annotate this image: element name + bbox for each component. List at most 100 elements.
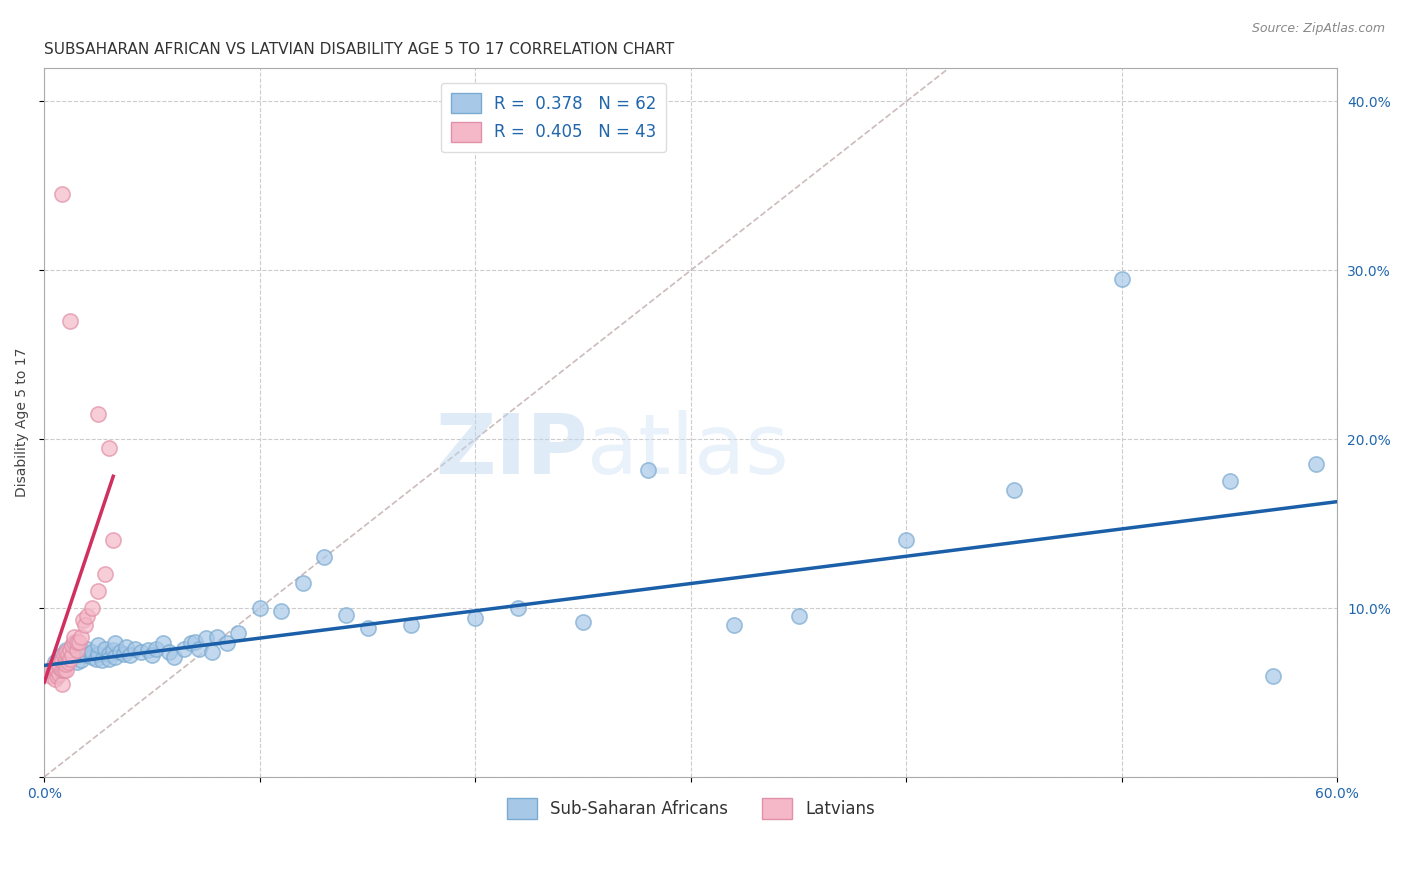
Point — [51, 677, 73, 691]
Point — [60, 638, 83, 652]
Point — [59, 643, 82, 657]
Point — [249, 601, 271, 615]
Point — [55, 643, 77, 657]
Point — [188, 641, 211, 656]
Point — [201, 645, 224, 659]
Text: atlas: atlas — [588, 410, 789, 491]
Point — [87, 647, 110, 661]
Point — [226, 626, 249, 640]
Point — [91, 653, 114, 667]
Point — [108, 645, 131, 659]
Point — [103, 533, 125, 548]
Point — [65, 634, 87, 648]
Point — [896, 533, 918, 548]
Point — [80, 601, 103, 615]
Point — [104, 650, 127, 665]
Point — [1305, 458, 1327, 472]
Point — [1002, 483, 1025, 497]
Point — [145, 641, 167, 656]
Point — [162, 650, 184, 665]
Point — [63, 634, 86, 648]
Point — [55, 645, 77, 659]
Point — [59, 651, 82, 665]
Point — [97, 647, 120, 661]
Point — [65, 655, 87, 669]
Point — [44, 655, 66, 669]
Point — [51, 664, 73, 678]
Point — [173, 641, 195, 656]
Point — [76, 641, 98, 656]
Point — [124, 641, 146, 656]
Point — [72, 613, 94, 627]
Point — [103, 643, 125, 657]
Point — [46, 664, 69, 678]
Point — [80, 650, 103, 665]
Point — [572, 615, 595, 629]
Point — [72, 645, 94, 659]
Point — [723, 618, 745, 632]
Point — [59, 650, 82, 665]
Point — [67, 634, 90, 648]
Point — [129, 645, 152, 659]
Point — [55, 664, 77, 678]
Point — [399, 618, 422, 632]
Y-axis label: Disability Age 5 to 17: Disability Age 5 to 17 — [15, 348, 30, 497]
Point — [65, 648, 87, 663]
Point — [39, 668, 62, 682]
Point — [56, 655, 79, 669]
Point — [55, 651, 77, 665]
Point — [60, 648, 83, 663]
Point — [184, 634, 207, 648]
Point — [97, 651, 120, 665]
Point — [136, 643, 159, 657]
Point — [46, 668, 69, 682]
Point — [42, 660, 65, 674]
Point — [52, 648, 75, 663]
Point — [70, 630, 93, 644]
Point — [1111, 271, 1133, 285]
Point — [87, 584, 110, 599]
Point — [59, 314, 82, 328]
Point — [75, 618, 97, 632]
Legend: Sub-Saharan Africans, Latvians: Sub-Saharan Africans, Latvians — [501, 791, 882, 825]
Point — [76, 609, 98, 624]
Point — [141, 648, 163, 663]
Text: SUBSAHARAN AFRICAN VS LATVIAN DISABILITY AGE 5 TO 17 CORRELATION CHART: SUBSAHARAN AFRICAN VS LATVIAN DISABILITY… — [44, 42, 675, 57]
Point — [1219, 475, 1241, 489]
Point — [93, 567, 115, 582]
Point — [112, 647, 135, 661]
Point — [637, 462, 659, 476]
Point — [205, 630, 228, 644]
Point — [48, 660, 70, 674]
Point — [55, 657, 77, 671]
Point — [51, 648, 73, 663]
Point — [52, 657, 75, 671]
Point — [63, 630, 86, 644]
Point — [48, 657, 70, 671]
Point — [104, 636, 127, 650]
Point — [48, 666, 70, 681]
Point — [1261, 668, 1284, 682]
Point — [42, 665, 65, 680]
Point — [76, 648, 98, 663]
Point — [97, 441, 120, 455]
Point — [464, 611, 486, 625]
Point — [84, 651, 107, 665]
Point — [87, 638, 110, 652]
Point — [217, 636, 239, 650]
Point — [52, 664, 75, 678]
Point — [87, 407, 110, 421]
Point — [152, 636, 174, 650]
Point — [157, 645, 180, 659]
Point — [335, 607, 357, 622]
Point — [356, 621, 378, 635]
Point — [65, 643, 87, 657]
Point — [80, 645, 103, 659]
Point — [120, 648, 142, 663]
Point — [51, 187, 73, 202]
Point — [291, 575, 314, 590]
Point — [70, 653, 93, 667]
Point — [44, 662, 66, 676]
Point — [314, 550, 336, 565]
Point — [270, 604, 292, 618]
